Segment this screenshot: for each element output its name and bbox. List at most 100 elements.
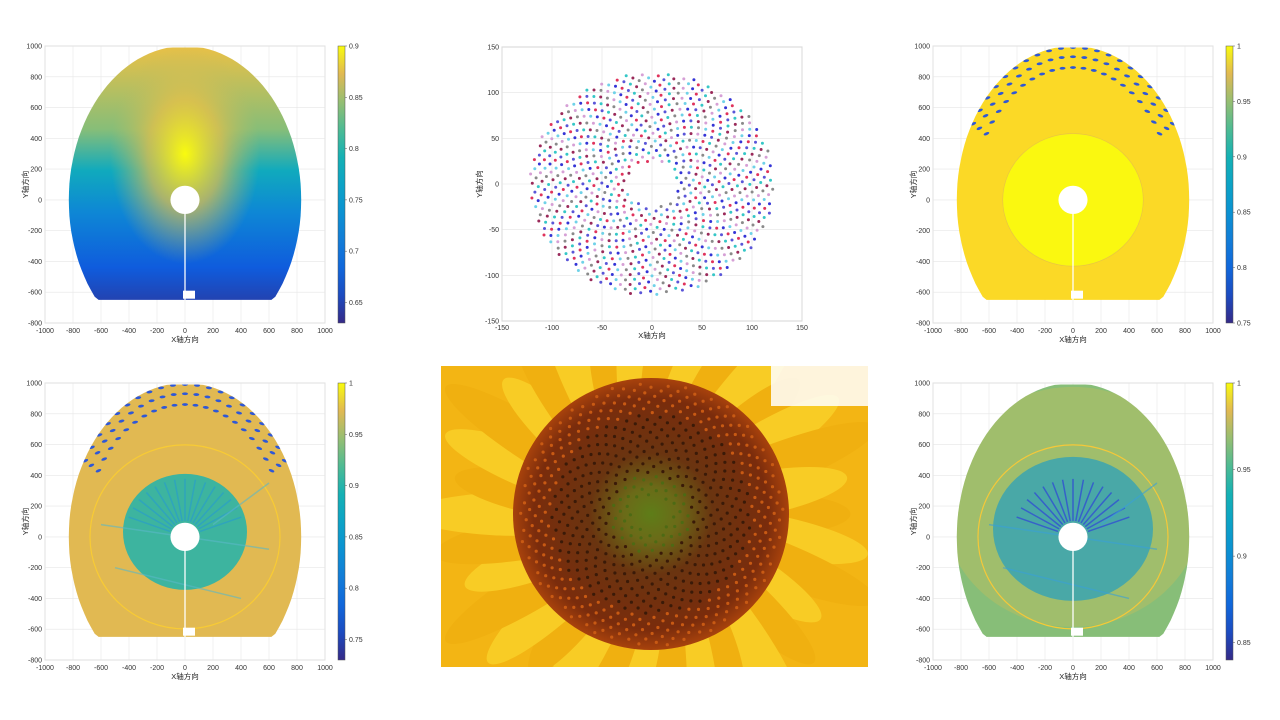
seed xyxy=(643,543,647,547)
heliostat-point xyxy=(693,229,697,233)
seed xyxy=(608,585,612,589)
colorbar-tick-label: 0.85 xyxy=(1237,640,1251,647)
heliostat-point xyxy=(589,199,593,203)
seed xyxy=(543,481,547,485)
heliostat-point xyxy=(599,102,603,106)
heliostat-point xyxy=(659,243,662,247)
shadow-mark xyxy=(151,409,158,413)
heliostat-point xyxy=(705,273,709,277)
seed xyxy=(553,494,557,498)
y-tick-label: 1000 xyxy=(914,44,930,51)
heliostat-point xyxy=(722,212,726,216)
heliostat-point xyxy=(616,212,620,216)
seed xyxy=(535,539,539,543)
heliostat-point xyxy=(709,220,713,223)
heliostat-point xyxy=(579,101,583,105)
heliostat-point xyxy=(642,276,645,280)
heliostat-point xyxy=(565,145,569,149)
seed xyxy=(653,422,657,426)
heliostat-point xyxy=(635,110,639,113)
seed xyxy=(660,428,664,432)
heliostat-point xyxy=(745,175,749,179)
seed xyxy=(654,640,658,644)
heliostat-point xyxy=(650,115,654,119)
heliostat-point xyxy=(735,208,739,212)
seed xyxy=(649,482,653,486)
heliostat-point xyxy=(643,82,647,86)
shadow-mark xyxy=(115,436,122,441)
shadow-mark xyxy=(202,406,209,409)
heliostat-point xyxy=(604,262,608,265)
seed xyxy=(728,442,732,446)
seed xyxy=(601,618,605,623)
heliostat-point xyxy=(605,277,609,281)
seed xyxy=(701,622,705,626)
shadow-mark xyxy=(1006,82,1013,86)
seed xyxy=(540,442,544,446)
heliostat-point xyxy=(553,197,557,201)
shadow-mark xyxy=(236,411,242,415)
heliostat-point xyxy=(610,162,614,166)
seed xyxy=(704,428,708,432)
seed xyxy=(709,513,713,517)
heliostat-point xyxy=(687,82,690,86)
shadow-mark xyxy=(268,468,275,473)
seed xyxy=(714,531,718,535)
seed xyxy=(625,504,629,508)
shadow-mark xyxy=(1142,91,1149,96)
shadow-mark xyxy=(1058,56,1065,59)
heliostat-point xyxy=(671,209,675,213)
seed xyxy=(567,433,571,437)
seed xyxy=(717,596,721,600)
heliostat-point xyxy=(672,222,676,226)
heliostat-point xyxy=(719,120,723,124)
heliostat-point xyxy=(579,191,583,195)
seed xyxy=(640,487,644,491)
heliostat-point xyxy=(578,236,582,240)
heliostat-point xyxy=(700,175,704,179)
heliostat-point xyxy=(704,239,708,243)
seed xyxy=(578,446,582,450)
seed xyxy=(642,478,646,482)
shadow-mark xyxy=(1124,74,1130,78)
heliostat-point xyxy=(583,266,587,270)
seed xyxy=(709,407,713,411)
heliostat-point xyxy=(719,126,722,130)
seed xyxy=(550,546,554,550)
seed xyxy=(696,431,700,435)
sunflower-photo-svg xyxy=(441,366,868,667)
heliostat-point xyxy=(585,141,589,145)
seed xyxy=(708,590,712,594)
heliostat-point xyxy=(735,184,739,188)
heliostat-point xyxy=(701,225,705,229)
seed xyxy=(594,556,598,560)
heliostat-point xyxy=(624,251,628,255)
seed xyxy=(630,525,634,529)
seed xyxy=(589,410,593,414)
heliostat-point xyxy=(630,123,634,127)
heliostat-point xyxy=(663,248,667,252)
seed xyxy=(734,515,738,519)
heliostat-point xyxy=(722,205,726,209)
heliostat-point xyxy=(740,198,744,202)
seed xyxy=(669,394,673,398)
seed xyxy=(739,452,743,456)
heliostat-point xyxy=(733,116,737,120)
shadow-mark xyxy=(170,393,177,396)
heliostat-point xyxy=(572,180,575,184)
colorbar xyxy=(1225,382,1234,661)
heliostat-point xyxy=(739,109,743,113)
shade-spoke xyxy=(1080,486,1104,524)
seed xyxy=(693,392,697,396)
heliostat-point xyxy=(659,213,663,217)
seed xyxy=(772,545,776,549)
heliostat-point xyxy=(605,219,609,223)
seed xyxy=(647,400,651,404)
heliostat-point xyxy=(640,73,644,77)
heliostat-point xyxy=(670,108,674,112)
seed xyxy=(684,449,688,453)
seed xyxy=(732,469,736,473)
heliostat-point xyxy=(762,161,766,165)
heliostat-point xyxy=(586,161,590,164)
colorbar xyxy=(1225,45,1234,324)
